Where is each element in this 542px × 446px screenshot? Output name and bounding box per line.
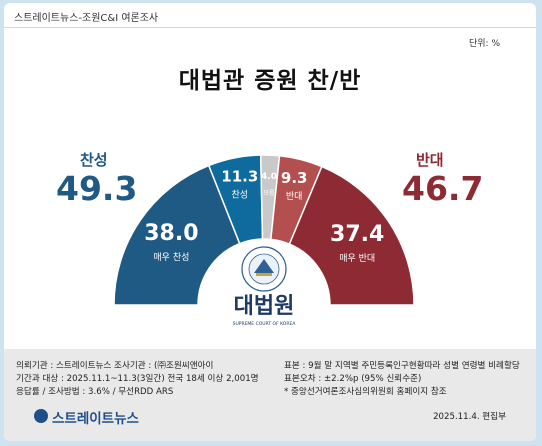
emblem-ring [241,246,287,292]
slice-label-1: 매우 찬성 [153,252,189,263]
support-total-value: 49.3 [56,169,138,208]
unit-label: 단위: % [468,39,500,49]
footer-left-line-3: 응답률 / 조사방법 : 3.6% / 무선RDD ARS [16,387,174,397]
footer-left-line-2: 기간과 대상 : 2025.11.1~11.3(3일간) 전국 18세 이상 2… [16,374,259,384]
footer: 의뢰기관 : 스트레이트뉴스 조사기관 : (㈜조원씨앤아이 기간과 대상 : … [4,349,536,441]
slice-label-3: 모름 [263,190,275,197]
slice-value-2: 11.3 [221,167,258,185]
source-tag: 스트레이트뉴스-조원C&I 여론조사 [14,13,159,24]
top-divider [4,27,536,28]
footer-right-line-1: 표본 : 9월 말 지역별 주민등록인구현황따라 성별 연령별 비례할당 [284,361,520,371]
court-emblem [241,246,287,292]
oppose-total-label: 반대 [416,151,444,169]
chart-title: 대법관 증원 찬/반 [178,68,362,94]
slice-value-3: 4.0 [261,172,277,182]
oppose-total-value: 46.7 [402,169,484,208]
emblem-subtitle: SUPREME COURT OF KOREA [233,321,297,327]
infographic-card: 스트레이트뉴스-조원C&I 여론조사 단위: % 대법관 증원 찬/반 찬성 4… [4,3,536,441]
emblem-base [256,273,272,276]
publish-date: 2025.11.4. 편집부 [433,412,506,422]
top-bar: 스트레이트뉴스-조원C&I 여론조사 [4,3,536,27]
footer-left-line-1: 의뢰기관 : 스트레이트뉴스 조사기관 : (㈜조원씨앤아이 [16,361,214,371]
footer-right-line-3: * 중앙선거여론조사심의위원회 홈페이지 참조 [284,387,447,397]
slice-value-1: 38.0 [144,221,198,246]
footer-right-line-2: 표본오차 : ±2.2%p (95% 신뢰수준) [284,374,422,384]
scales-icon [254,259,274,273]
support-total-label: 찬성 [80,151,108,169]
slice-value-4: 9.3 [281,169,308,187]
slice-label-4: 반대 [286,191,303,202]
brand-icon [34,409,48,423]
slice-label-2: 찬성 [232,189,249,200]
brand-name: 스트레이트뉴스 [52,411,139,427]
slice-5 [288,165,415,306]
slice-value-5: 37.4 [330,222,384,247]
slice-1 [113,164,241,306]
chart-slices [113,154,415,306]
chart-slice-labels: 38.0 매우 찬성 11.3 찬성 4.0 모름 9.3 반대 37.4 매우 반대 [144,167,384,264]
slice-label-5: 매우 반대 [339,253,375,264]
emblem-name: 대법원 [234,294,295,319]
semi-donut-chart: 38.0 매우 찬성 11.3 찬성 4.0 모름 9.3 반대 37.4 매우 반대 대법원 S… [113,154,415,327]
